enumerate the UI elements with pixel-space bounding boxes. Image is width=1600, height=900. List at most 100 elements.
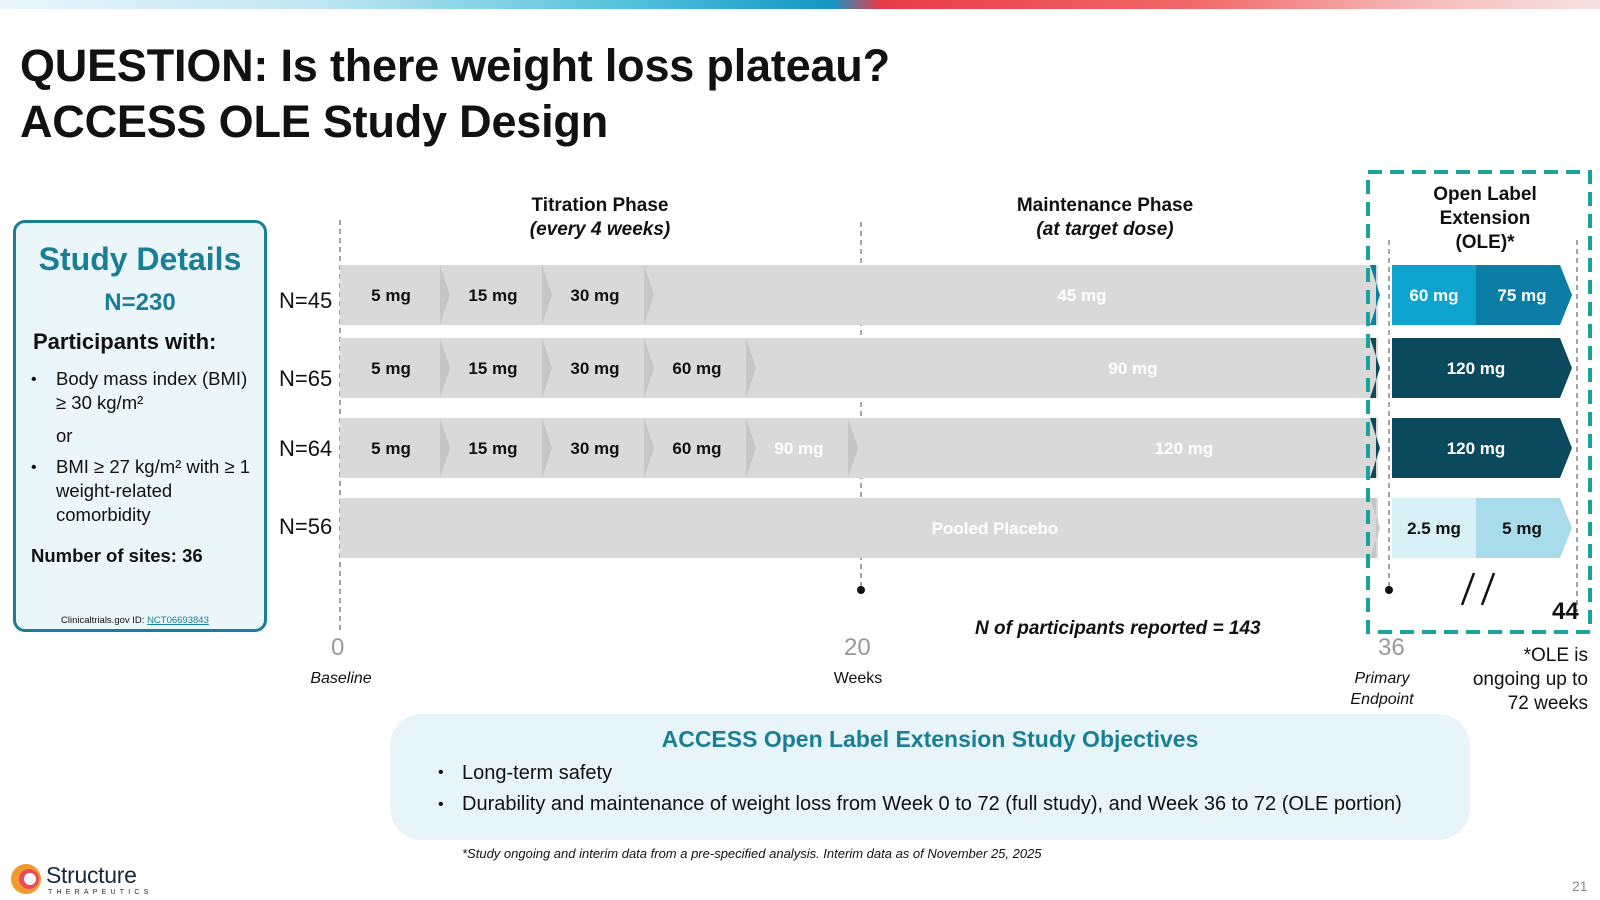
titration-dose-label: 15 mg <box>468 359 517 378</box>
ole-dose-label: 2.5 mg <box>1407 519 1461 538</box>
ole-segment <box>1476 498 1572 558</box>
maintenance-dose-label: 45 mg <box>1057 286 1106 305</box>
chevron-shadow <box>534 265 544 325</box>
dose-chevron <box>746 338 756 398</box>
dose-chevron <box>644 338 654 398</box>
ole-label-line-1: Open Label <box>1433 184 1537 205</box>
chevron-shadow <box>636 418 646 478</box>
dose-chevron <box>542 418 552 478</box>
maintenance-phase-title: Maintenance Phase <box>1016 195 1194 216</box>
arm-n-label: N=45 <box>279 288 333 313</box>
participants-with-label: Participants with: <box>33 329 217 354</box>
titration-dose-label: 30 mg <box>570 286 619 305</box>
criteria-or: or <box>56 425 73 446</box>
titration-dose-label: 15 mg <box>468 439 517 458</box>
titration-dose-label: 5 mg <box>371 439 411 458</box>
maintenance-dose-label: 120 mg <box>1155 439 1214 458</box>
maintenance-dose-label: Pooled Placebo <box>932 519 1059 538</box>
bullet-dot: • <box>438 764 444 781</box>
chevron-shadow <box>534 338 544 398</box>
number-of-sites: Number of sites: 36 <box>31 545 203 566</box>
ole-dose-label: 120 mg <box>1447 439 1506 458</box>
dose-chevron <box>644 265 654 325</box>
arm-n-label: N=56 <box>279 514 333 539</box>
axis-dot <box>857 586 865 594</box>
logo-sub: THERAPEUTICS <box>48 889 153 896</box>
ole-dose-label: 60 mg <box>1409 286 1458 305</box>
chevron-shadow <box>738 418 748 478</box>
study-details-heading: Study Details <box>38 241 242 277</box>
arm-end-arrow <box>1370 498 1380 558</box>
dose-chevron <box>542 265 552 325</box>
chevron-shadow <box>432 418 442 478</box>
criteria-bmi-30: Body mass index (BMI) ≥ 30 kg/m² <box>56 368 248 413</box>
arm-end-arrow <box>1370 265 1380 325</box>
top-gradient-bar <box>0 0 1600 9</box>
chevron-shadow <box>738 338 748 398</box>
page-number: 21 <box>1572 878 1588 894</box>
titration-dose-label: 60 mg <box>672 359 721 378</box>
axis-week-0: 0 <box>331 634 345 661</box>
ole-segment <box>1392 418 1572 478</box>
ole-segment <box>1392 265 1476 325</box>
clinicaltrials-id: Clinicaltrials.gov ID: NCT06693843 <box>61 615 209 626</box>
bullet-dot: • <box>31 459 37 476</box>
bullet-dot: • <box>438 796 444 813</box>
arm-bar <box>340 338 1378 398</box>
dose-chevron <box>848 418 858 478</box>
titration-dose-label: 5 mg <box>371 359 411 378</box>
chevron-shadow <box>636 265 646 325</box>
company-logo: Structure THERAPEUTICS <box>10 862 150 896</box>
ole-dose-label: 5 mg <box>1502 519 1542 538</box>
criteria-bmi-27: BMI ≥ 27 kg/m² with ≥ 1 weight-related c… <box>56 456 251 525</box>
titration-dose-label: 30 mg <box>570 439 619 458</box>
ole-dose-label: 75 mg <box>1497 286 1546 305</box>
study-details-n: N=230 <box>104 289 176 316</box>
titration-dose-label: 60 mg <box>672 439 721 458</box>
titration-dose-label: 5 mg <box>371 286 411 305</box>
ole-label-line-3: (OLE)* <box>1455 232 1515 253</box>
break-mark <box>1480 572 1496 606</box>
arm-bar <box>340 418 1378 478</box>
footnote: *Study ongoing and interim data from a p… <box>462 846 1042 861</box>
participants-reported: N of participants reported = 143 <box>975 618 1261 639</box>
arm-bar <box>340 265 1378 325</box>
chevron-shadow <box>534 418 544 478</box>
page-title: QUESTION: Is there weight loss plateau? … <box>20 38 890 150</box>
axis-baseline-label: Baseline <box>310 670 372 687</box>
chevron-shadow <box>432 338 442 398</box>
logo-name: Structure <box>46 862 137 888</box>
axis-week-36: 36 <box>1378 634 1405 661</box>
bullet-dot: • <box>31 371 37 388</box>
titration-phase-label: Titration Phase (every 4 weeks) <box>470 194 730 242</box>
dose-chevron <box>746 418 756 478</box>
chevron-shadow <box>840 418 850 478</box>
ole-segment <box>1392 498 1476 558</box>
axis-weeks-label: Weeks <box>833 670 883 687</box>
dose-chevron <box>440 418 450 478</box>
arm-end-arrow <box>1370 338 1380 398</box>
ole-dose-label: 120 mg <box>1447 359 1506 378</box>
chevron-shadow <box>432 265 442 325</box>
objectives-panel: ACCESS Open Label Extension Study Object… <box>390 714 1470 840</box>
study-details-panel: Study Details N=230 Participants with: •… <box>13 220 267 632</box>
ole-dashed-frame <box>1366 170 1592 634</box>
axis-week-44: 44 <box>1552 598 1579 625</box>
ole-phase-label: Open Label Extension (OLE)* <box>1380 183 1590 255</box>
axis-week-20: 20 <box>844 634 871 661</box>
maintenance-dose-label: 90 mg <box>1108 359 1157 378</box>
titration-dose-label: 90 mg <box>774 439 823 458</box>
objective-item: Long-term safety <box>462 762 613 784</box>
axis-primary-endpoint-label: Primary Endpoint <box>1350 670 1414 708</box>
titration-phase-sub: (every 4 weeks) <box>529 219 671 240</box>
arm-bar <box>340 498 1378 558</box>
chevron-shadow <box>636 338 646 398</box>
maintenance-phase-sub: (at target dose) <box>1036 219 1174 240</box>
ole-ongoing-note: *OLE is ongoing up to 72 weeks <box>1472 645 1588 714</box>
clinicaltrials-link[interactable]: NCT06693843 <box>147 615 209 626</box>
dose-chevron <box>440 338 450 398</box>
ole-segment <box>1392 338 1572 398</box>
break-mark <box>1460 572 1476 606</box>
titration-dose-label: 15 mg <box>468 286 517 305</box>
